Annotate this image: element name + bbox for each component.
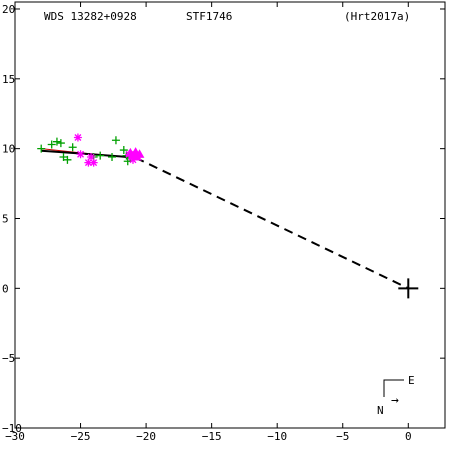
x-tick-label: 0 (405, 430, 412, 443)
y-axis: −10 −5 0 5 10 15 20 (2, 3, 445, 435)
wds-id-label: WDS 13282+0928 (44, 10, 137, 23)
plus-marker (56, 139, 65, 148)
x-tick-label: −20 (136, 430, 156, 443)
triangle-marker (134, 149, 145, 158)
y-tick-label: 15 (2, 73, 15, 86)
primary-cross (398, 278, 419, 299)
x-tick-label: −30 (5, 430, 25, 443)
arrow-right-icon: → (391, 393, 399, 408)
plot-frame (14, 1, 446, 429)
primary-star (398, 278, 419, 299)
y-tick-label: 0 (2, 282, 9, 295)
star-marker (73, 133, 82, 142)
star-marker (87, 153, 96, 162)
plus-marker (111, 136, 120, 145)
compass-corner (383, 379, 404, 397)
plus-marker (47, 140, 56, 149)
reference-label: (Hrt2017a) (344, 10, 410, 23)
observation-markers (37, 133, 145, 167)
x-tick-label: −15 (202, 430, 222, 443)
y-tick-label: 10 (2, 143, 15, 156)
star-marker (89, 158, 98, 167)
star-marker (76, 150, 85, 159)
y-tick-label: 20 (2, 3, 15, 16)
star-marker (84, 158, 93, 167)
plus-marker (123, 157, 132, 166)
discoverer-label: STF1746 (186, 10, 232, 23)
y-tick-label: −10 (2, 422, 22, 435)
plus-marker (63, 155, 72, 164)
plus-marker (52, 137, 61, 146)
plus-marker (108, 153, 117, 162)
connector-dashed-line (135, 156, 409, 290)
plus-marker (96, 151, 105, 160)
plus-marker (68, 143, 77, 152)
x-tick-label: −5 (336, 430, 349, 443)
compass: E N → (377, 374, 415, 417)
x-axis: −30 −25 −20 −15 −10 −5 0 (5, 2, 412, 443)
compass-north-label: N (377, 404, 384, 417)
x-tick-label: −25 (71, 430, 91, 443)
plus-marker (119, 146, 128, 155)
y-tick-label: 5 (2, 212, 9, 225)
compass-east-label: E (408, 374, 415, 387)
plus-marker (37, 144, 46, 153)
x-tick-label: −10 (267, 430, 287, 443)
y-tick-label: −5 (2, 352, 15, 365)
